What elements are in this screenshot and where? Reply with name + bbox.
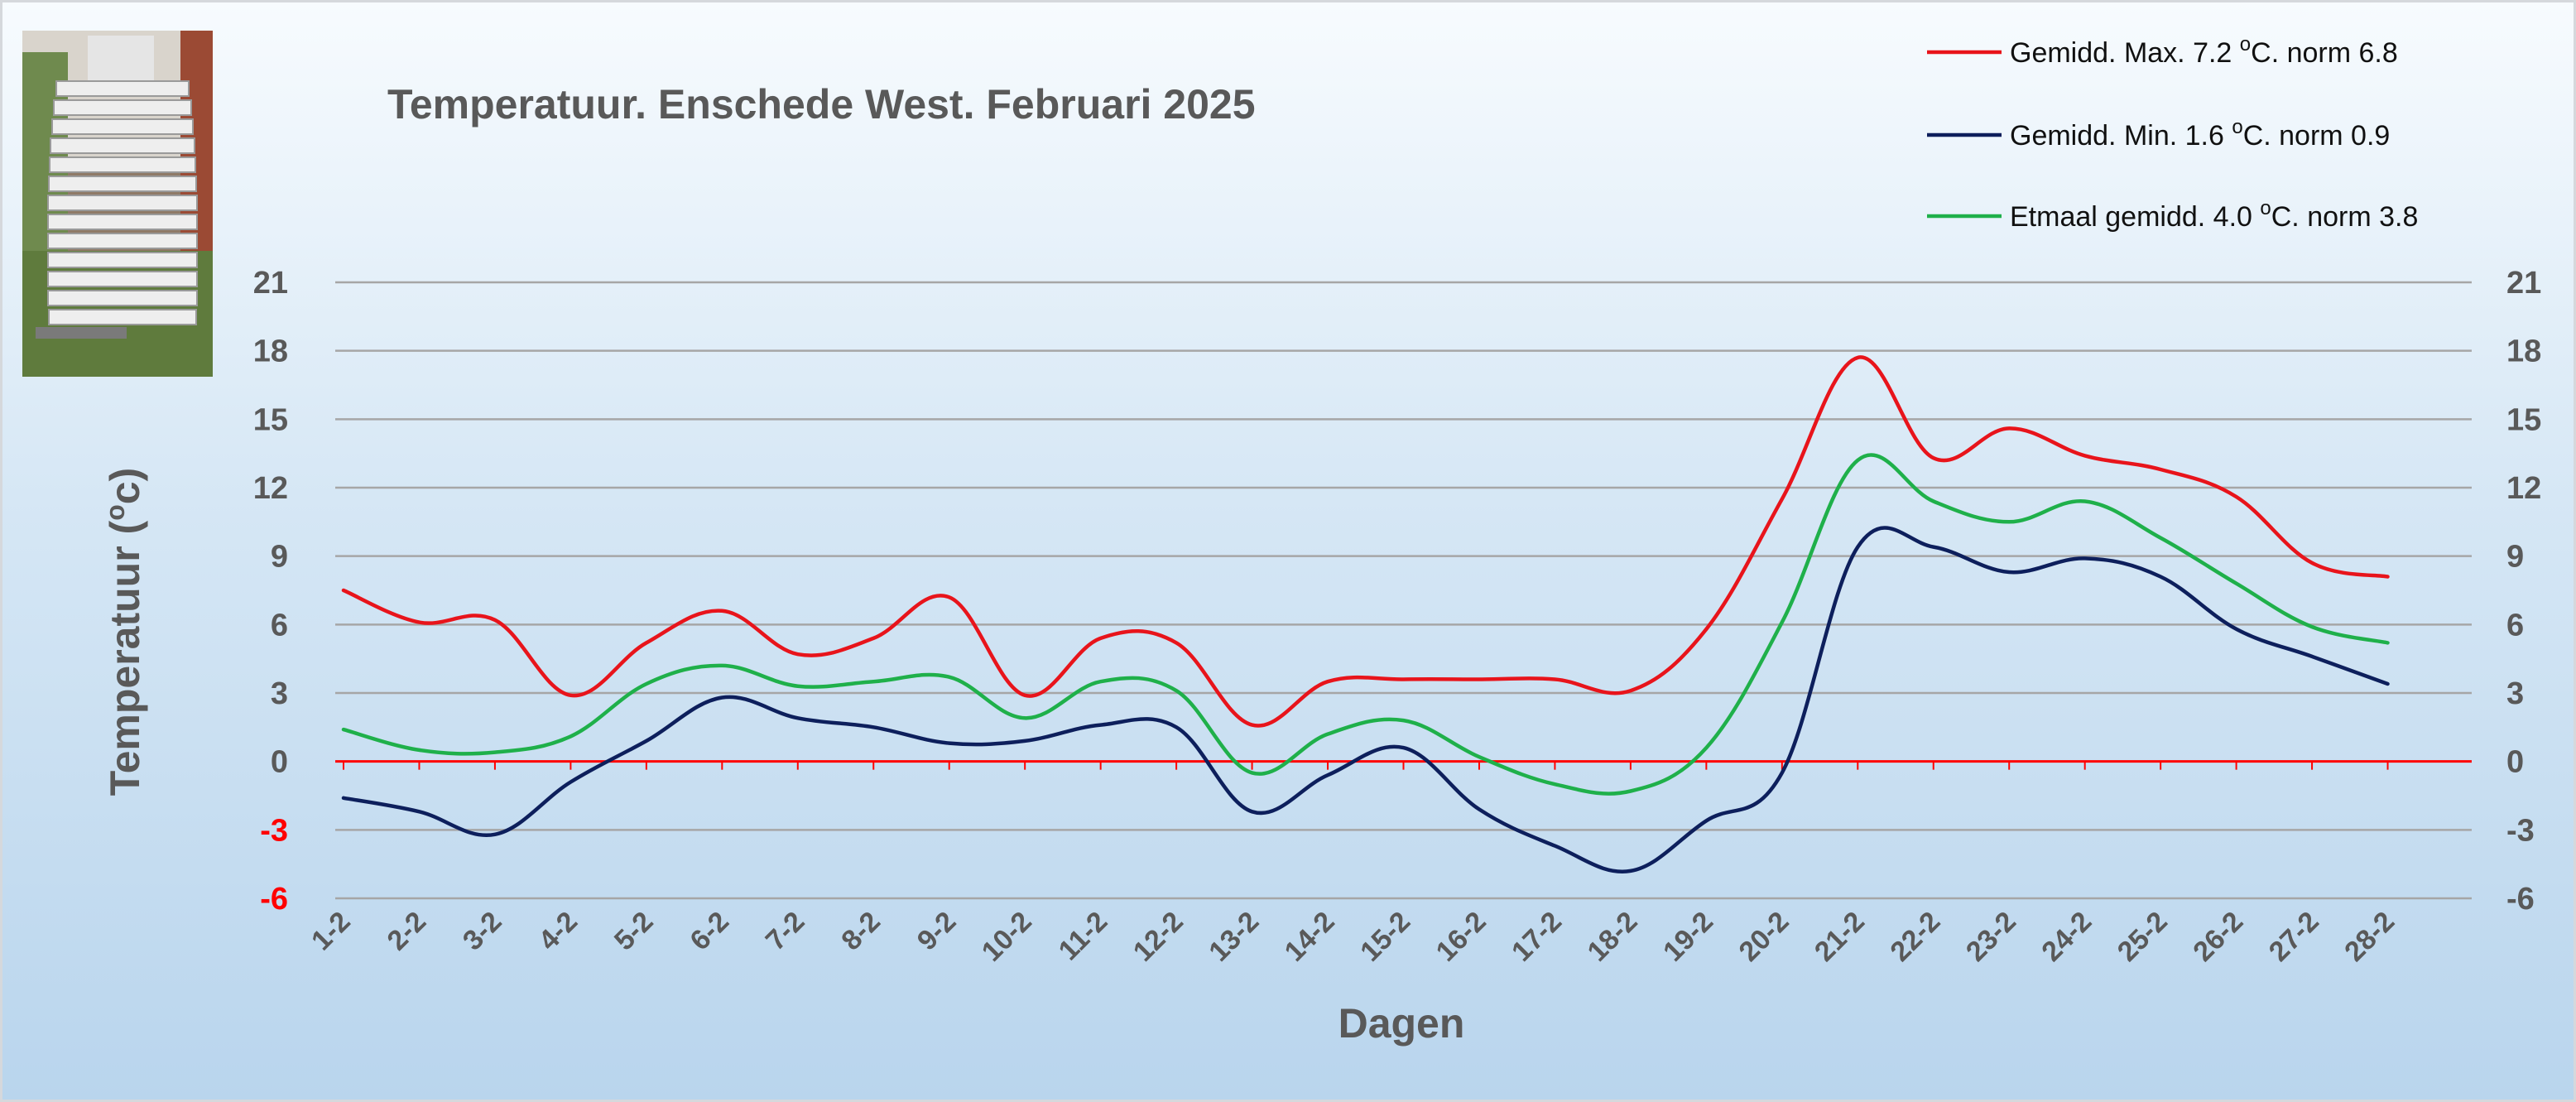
x-tick-label: 4-2 (532, 906, 584, 957)
legend-entry: Gemidd. Max. 7.2 oC. norm 6.8 (2010, 33, 2398, 69)
x-tick-label: 28-2 (2338, 906, 2401, 968)
y-ticks-right: -6 -3 0 3 6 9 12 15 18 21 (2506, 266, 2541, 917)
x-tick-label: 1-2 (305, 906, 357, 957)
y-tick-label-right: -6 (2506, 882, 2535, 917)
x-tick-label: 8-2 (835, 906, 887, 957)
y-tick-label-right: 6 (2506, 608, 2524, 642)
y-tick-label-left: 18 (253, 334, 288, 369)
y-tick-label-right: 0 (2506, 745, 2524, 780)
y-tick-label-right: 15 (2506, 402, 2541, 437)
y-ticks-left: -6 -3 0 3 6 9 12 15 18 21 (253, 266, 288, 917)
y-tick-label-right: 9 (2506, 540, 2524, 575)
y-tick-label-right: 18 (2506, 334, 2541, 369)
series-line-mean (341, 453, 2390, 796)
x-tick-label: 2-2 (382, 906, 433, 957)
x-tick-label: 12-2 (1127, 906, 1189, 968)
y-tick-label-left: 15 (253, 402, 288, 437)
x-tick-label: 26-2 (2187, 906, 2249, 968)
legend-entry: Etmaal gemidd. 4.0 oC. norm 3.8 (2010, 197, 2418, 233)
x-tick-label: 23-2 (1960, 906, 2022, 968)
y-tick-label-right: -3 (2506, 813, 2535, 848)
weather-station-photo (22, 31, 213, 377)
y-axis-label-post: c) (102, 468, 148, 504)
x-ticks: 1-2 2-2 3-2 4-2 5-2 6-2 7-2 8-2 9-2 10-2 11-2 12-2 1… (305, 761, 2401, 968)
y-tick-label-left: -3 (260, 813, 288, 848)
x-tick-label: 9-2 (911, 906, 963, 957)
y-tick-label-left: 6 (271, 608, 288, 642)
y-tick-label-left: 21 (253, 266, 288, 301)
x-tick-label: 24-2 (2035, 906, 2098, 968)
x-tick-label: 19-2 (1657, 906, 1719, 968)
y-tick-label-right: 21 (2506, 266, 2541, 301)
chart-title: Temperatuur. Enschede West. Februari 202… (387, 81, 1256, 128)
y-axis-label-sup: o (100, 504, 130, 521)
y-tick-label-right: 12 (2506, 471, 2541, 506)
gridlines (335, 281, 2472, 900)
legend-entry: Gemidd. Min. 1.6 oC. norm 0.9 (2010, 116, 2390, 152)
series-lines (341, 355, 2390, 873)
series-line-max (341, 355, 2390, 728)
x-tick-label: 13-2 (1203, 906, 1265, 968)
x-tick-label: 10-2 (976, 906, 1038, 968)
y-tick-label-left: 12 (253, 471, 288, 506)
y-axis-label: Temperatuur (oc) (100, 468, 148, 796)
x-tick-label: 7-2 (760, 906, 811, 957)
x-tick-label: 22-2 (1884, 906, 1946, 968)
x-tick-label: 18-2 (1582, 906, 1644, 968)
x-axis-label: Dagen (1338, 1000, 1465, 1047)
y-tick-label-left: 3 (271, 676, 288, 711)
x-tick-label: 17-2 (1506, 906, 1568, 968)
x-tick-label: 15-2 (1354, 906, 1416, 968)
y-tick-label-right: 3 (2506, 676, 2524, 711)
y-tick-label-left: -6 (260, 882, 288, 917)
y-tick-label-left: 0 (271, 745, 288, 780)
legend: Gemidd. Max. 7.2 oC. norm 6.8 Gemidd. Min… (1927, 33, 2418, 233)
x-tick-label: 21-2 (1809, 906, 1871, 968)
x-tick-label: 27-2 (2263, 906, 2325, 968)
x-tick-label: 14-2 (1279, 906, 1341, 968)
series-line-min (341, 526, 2390, 873)
x-tick-label: 25-2 (2112, 906, 2174, 968)
x-tick-label: 3-2 (457, 906, 508, 957)
x-tick-label: 6-2 (684, 906, 735, 957)
x-tick-label: 11-2 (1053, 906, 1114, 967)
y-axis-label-pre: Temperatuur ( (102, 520, 148, 796)
x-tick-label: 16-2 (1430, 906, 1492, 968)
x-tick-label: 5-2 (608, 906, 660, 957)
y-tick-label-left: 9 (271, 540, 288, 575)
x-tick-label: 20-2 (1733, 906, 1795, 968)
